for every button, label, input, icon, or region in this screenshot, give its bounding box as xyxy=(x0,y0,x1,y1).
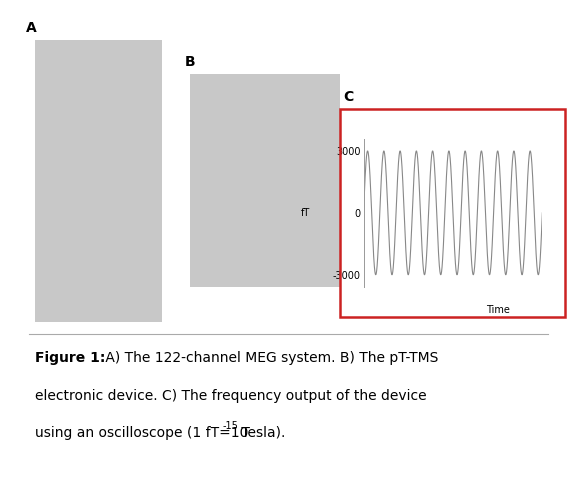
Text: A: A xyxy=(26,21,37,35)
Text: Time: Time xyxy=(486,305,509,315)
Text: fT: fT xyxy=(301,208,310,218)
Text: using an oscilloscope (1 fT=10: using an oscilloscope (1 fT=10 xyxy=(35,426,248,440)
Text: -15: -15 xyxy=(222,421,238,431)
Text: Tesla).: Tesla). xyxy=(237,426,285,440)
Text: A) The 122-channel MEG system. B) The pT-TMS: A) The 122-channel MEG system. B) The pT… xyxy=(101,351,439,365)
Text: C: C xyxy=(343,90,354,104)
Text: B: B xyxy=(185,55,195,69)
Text: Figure 1:: Figure 1: xyxy=(35,351,105,365)
Text: electronic device. C) The frequency output of the device: electronic device. C) The frequency outp… xyxy=(35,389,426,402)
